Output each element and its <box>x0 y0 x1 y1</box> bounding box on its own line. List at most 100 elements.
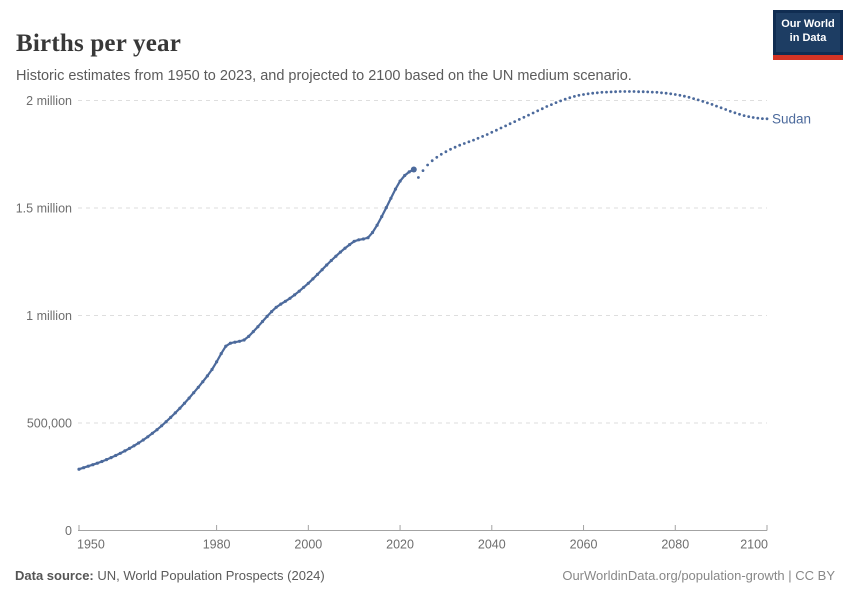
owid-link[interactable]: OurWorldinData.org/population-growth | C… <box>562 568 835 583</box>
series-historic-point <box>237 339 242 343</box>
series-historic-point <box>384 206 388 210</box>
series-projection-point <box>650 90 654 94</box>
x-tick-label: 2020 <box>386 538 414 552</box>
series-projection-point <box>600 90 604 94</box>
series-projection-point <box>563 97 567 101</box>
series-historic-point <box>343 246 347 250</box>
series-projection-point <box>609 90 613 94</box>
series-historic-line <box>77 168 415 471</box>
series-historic-point <box>192 391 196 395</box>
series-historic-point <box>146 435 150 439</box>
series-projection-point <box>430 159 434 163</box>
series-historic-point <box>325 263 329 267</box>
series-historic-point <box>370 230 375 235</box>
series-projection-point <box>673 93 677 96</box>
series-historic-point <box>334 254 338 258</box>
series-historic-point <box>279 302 283 306</box>
series-historic-point <box>109 456 113 460</box>
series-projection-point <box>646 90 650 94</box>
x-tick-label: 2080 <box>661 538 689 552</box>
series-projection-point <box>747 115 751 118</box>
y-tick-label: 0 <box>65 524 72 538</box>
series-historic-point <box>224 344 228 348</box>
series-historic-point <box>270 310 274 314</box>
series-projection-point <box>706 101 709 105</box>
data-source: Data source: UN, World Population Prospe… <box>15 568 325 583</box>
data-source-text: UN, World Population Prospects (2024) <box>93 568 325 583</box>
series-historic-point <box>210 367 214 372</box>
series-historic-point <box>82 466 86 470</box>
series-historic-point <box>173 411 177 415</box>
series-projection-point <box>472 138 475 142</box>
series-projection-point <box>586 92 590 96</box>
series-projection-point <box>683 94 686 98</box>
series-projection-point <box>605 90 608 94</box>
series-historic-point <box>91 463 95 467</box>
series-historic-point <box>403 173 407 178</box>
series-projection-point <box>761 117 764 120</box>
series-projection-point <box>476 136 480 140</box>
series-projection-point <box>632 90 636 93</box>
series-projection-point <box>545 105 549 108</box>
series-projection-point <box>710 103 714 106</box>
series-historic-point <box>77 467 81 471</box>
series-projection-point <box>495 128 498 132</box>
series-historic-point <box>150 431 154 435</box>
series-projection-point <box>742 114 746 117</box>
owid-logo[interactable]: Our World in Data <box>773 10 843 60</box>
series-projection-point <box>499 126 503 130</box>
series-projection-point <box>531 111 535 115</box>
series-projection-point <box>623 90 627 93</box>
series-projection-point <box>655 90 659 94</box>
series-historic-point <box>100 459 104 464</box>
series-historic-point <box>86 464 90 468</box>
series-projection-point <box>664 91 668 95</box>
series-projection-point <box>678 93 682 97</box>
series-historic-point <box>320 268 324 272</box>
series-historic-point <box>95 461 99 465</box>
series-projection-point <box>595 91 599 95</box>
y-tick-label: 2 million <box>26 94 72 108</box>
series-historic-point <box>361 237 365 241</box>
x-tick-label: 1980 <box>203 538 231 552</box>
series-projection-point <box>724 108 728 111</box>
series-projection-point <box>485 133 489 136</box>
series-historic-point <box>256 325 260 329</box>
owid-logo-red-bar <box>773 54 843 60</box>
series-historic-point <box>205 374 209 378</box>
series-historic-point <box>118 451 122 455</box>
x-tick-label: 2000 <box>294 538 322 552</box>
x-tick-label: 2040 <box>478 538 506 552</box>
series-historic-point <box>410 166 417 173</box>
series-historic-point <box>274 305 278 309</box>
series-projection-point <box>637 90 640 94</box>
series-projection-point <box>756 116 760 120</box>
series-projection-point <box>439 152 443 156</box>
series-projection-point <box>701 100 705 103</box>
series-historic-point <box>127 446 132 450</box>
entity-label[interactable]: Sudan <box>772 111 811 126</box>
series-historic-point <box>178 406 182 410</box>
series-historic-point <box>311 277 315 281</box>
series-historic-point <box>380 215 384 219</box>
series-projection-point <box>582 93 585 96</box>
series-projection-point <box>540 107 544 111</box>
y-tick-label: 500,000 <box>27 417 72 431</box>
series-historic-point <box>288 296 292 300</box>
series-historic-point <box>123 449 127 453</box>
series-projection-point <box>577 93 581 97</box>
series-historic-point <box>114 453 118 458</box>
x-tick-label: 2060 <box>570 538 598 552</box>
series-projection-point <box>696 98 700 102</box>
series-historic-point <box>104 458 109 462</box>
series-projection-point <box>641 90 645 94</box>
series-historic-point <box>283 299 287 303</box>
data-source-label: Data source: <box>15 568 94 583</box>
series-historic-point <box>219 352 223 356</box>
series-projection-point <box>614 90 617 94</box>
series-projection-point <box>687 95 691 99</box>
series-projection-point <box>522 115 526 119</box>
series-historic-point <box>182 401 187 405</box>
series-historic-point <box>366 236 370 240</box>
